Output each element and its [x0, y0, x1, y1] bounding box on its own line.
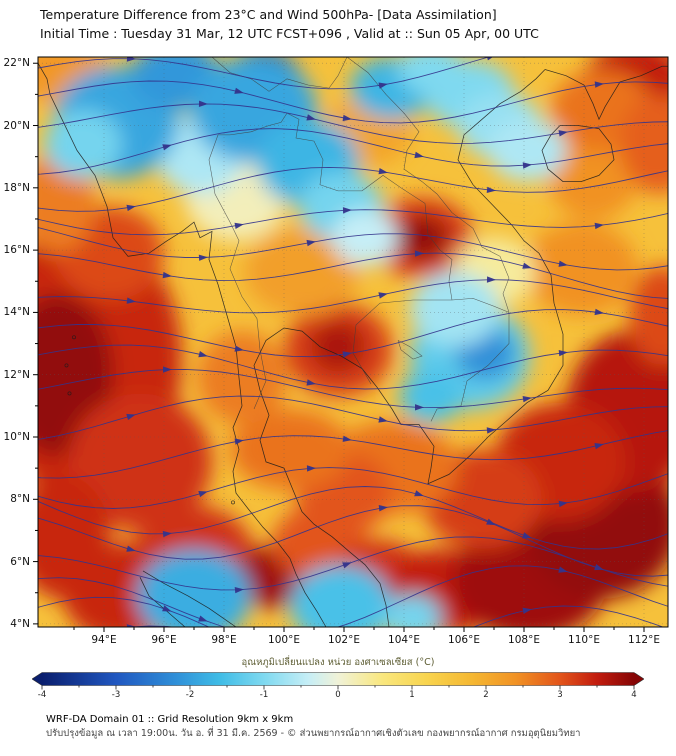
chart-footer: WRF-DA Domain 01 :: Grid Resolution 9km … — [46, 712, 581, 741]
plot-frame — [37, 56, 669, 628]
colorbar-tick-label: 1 — [409, 690, 415, 700]
colorbar-tick-label: 0 — [335, 690, 341, 700]
colorbar-tick-labels: -4 -3 -2 -1 0 1 2 3 4 — [32, 690, 644, 702]
x-tick-label: 98°E — [211, 634, 237, 646]
y-tick-label: 18°N — [3, 181, 30, 194]
chart-title: Temperature Difference from 23°C and Win… — [40, 7, 497, 22]
colorbar-tick-label: 3 — [557, 690, 563, 700]
y-tick-label: 8°N — [10, 493, 30, 506]
y-tick-label: 12°N — [3, 368, 30, 381]
x-tick-label: 110°E — [568, 634, 600, 646]
small-islands — [64, 335, 235, 505]
colorbar-block: อุณหภูมิเปลี่ยนแปลง หน่วย องศาเซลเซียส (… — [32, 655, 644, 702]
colorbar-tick-label: -1 — [259, 690, 269, 700]
colorbar-tick-label: 2 — [483, 690, 489, 700]
coastlines — [38, 63, 668, 627]
wind-arrows — [126, 57, 604, 627]
colorbar-label: อุณหภูมิเปลี่ยนแปลง หน่วย องศาเซลเซียส (… — [241, 657, 435, 668]
y-tick-label: 20°N — [3, 119, 30, 132]
colorbar — [32, 672, 644, 690]
y-tick-label: 10°N — [3, 431, 30, 443]
footer-domain-info: WRF-DA Domain 01 :: Grid Resolution 9km … — [46, 714, 294, 725]
y-tick-label: 14°N — [3, 306, 30, 319]
x-tick-label: 96°E — [151, 634, 177, 646]
colorbar-tick-label: -2 — [185, 690, 195, 700]
map-area: 4°N 6°N 8°N 10°N 12°N 14°N 16°N 18°N 20°N 22°N 94… — [4, 56, 669, 646]
axis-tick-marks — [33, 62, 645, 632]
colorbar-tick-label: -4 — [37, 690, 47, 700]
country-borders — [208, 57, 510, 422]
lat-lon-grid — [38, 57, 668, 627]
x-tick-label: 112°E — [628, 634, 660, 646]
y-tick-label: 16°N — [3, 244, 30, 257]
y-tick-label: 6°N — [10, 555, 30, 568]
x-tick-label: 106°E — [448, 634, 480, 646]
y-tick-label: 22°N — [3, 57, 30, 70]
x-tick-label: 100°E — [268, 634, 300, 646]
x-tick-label: 102°E — [328, 634, 360, 646]
colorbar-tick-label: -3 — [111, 690, 121, 700]
x-tick-label: 94°E — [91, 634, 117, 646]
temperature-field — [38, 57, 668, 627]
y-tick-label: 4°N — [10, 617, 30, 630]
chart-header: Temperature Difference from 23°C and Win… — [40, 7, 539, 43]
colorbar-tick-label: 4 — [631, 690, 637, 700]
chart-subtitle: Initial Time : Tuesday 31 Mar, 12 UTC FC… — [40, 25, 539, 41]
footer-update-info: ปรับปรุงข้อมูล ณ เวลา 19:00น. วัน อ. ที่… — [46, 728, 581, 739]
x-tick-label: 108°E — [508, 634, 540, 646]
x-tick-label: 104°E — [388, 634, 420, 646]
weather-map-plot — [33, 56, 669, 632]
